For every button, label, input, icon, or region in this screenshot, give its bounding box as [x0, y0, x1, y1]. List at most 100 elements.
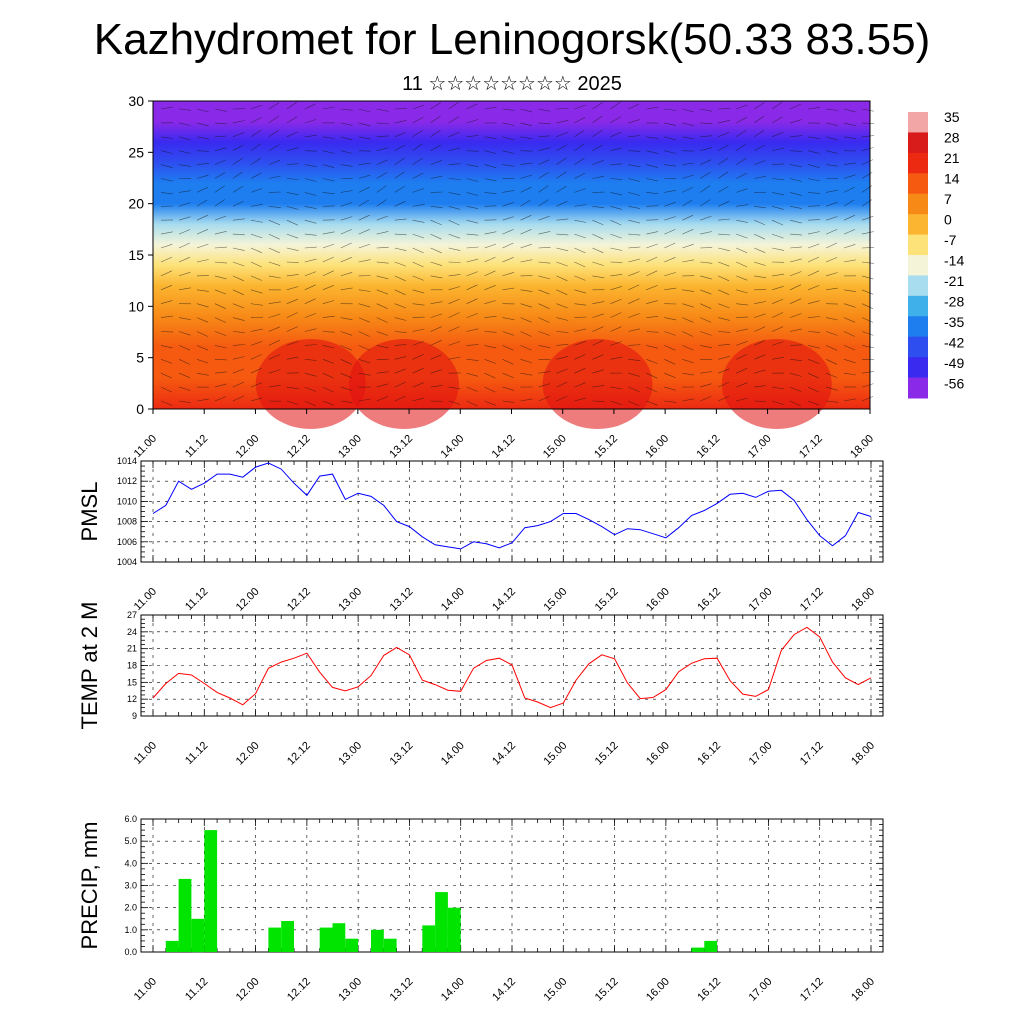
wind-barb — [538, 396, 550, 402]
wind-barb — [718, 331, 731, 333]
wind-barb — [448, 233, 461, 239]
x-tick-label: 16.00 — [644, 740, 672, 768]
wind-barb — [232, 200, 244, 207]
wind-barb — [502, 136, 515, 141]
wind-barb — [286, 326, 298, 332]
wind-barb — [250, 143, 261, 151]
wind-barb — [340, 331, 353, 336]
x-tick-label: 11.00 — [132, 740, 159, 767]
wind-barb — [520, 186, 532, 193]
x-tick-label: 17.12 — [797, 433, 825, 461]
x-tick-label: 13.00 — [336, 433, 364, 461]
wind-barb — [196, 345, 209, 351]
wind-barb — [340, 242, 352, 249]
wind-barb — [286, 233, 299, 239]
wind-barb — [286, 163, 299, 165]
wind-barb — [610, 247, 623, 251]
wind-barb — [646, 106, 659, 110]
wind-barb — [556, 344, 569, 346]
wind-barb — [592, 175, 605, 179]
wind-barb — [772, 400, 784, 405]
wind-barb — [232, 247, 245, 251]
wind-barb — [574, 247, 586, 254]
wind-barb — [520, 108, 533, 113]
wind-barb — [430, 385, 443, 388]
wind-barb — [736, 129, 747, 138]
wind-barb — [664, 150, 677, 154]
wind-barb — [448, 116, 460, 124]
wind-barb — [754, 176, 766, 179]
wind-barb — [448, 131, 460, 138]
wind-barb — [412, 367, 424, 374]
wind-barb — [214, 122, 227, 125]
series-line — [152, 626, 872, 709]
wind-barb — [772, 341, 784, 346]
wind-barb — [807, 243, 820, 249]
y-tick-label: 1008 — [117, 517, 137, 527]
wind-barb — [682, 174, 694, 179]
wind-barb — [826, 287, 838, 291]
wind-barb — [250, 219, 263, 223]
wind-barb — [628, 328, 641, 332]
wind-barb — [861, 122, 875, 124]
wind-barb — [196, 108, 209, 113]
wind-barb — [861, 396, 874, 402]
wind-barb — [664, 272, 676, 277]
precip-bar — [268, 927, 282, 952]
wind-barb — [484, 331, 497, 333]
wind-barb — [718, 218, 731, 221]
wind-barb — [250, 233, 263, 239]
wind-barb — [286, 298, 299, 304]
wind-barb — [520, 136, 533, 140]
wind-barb — [466, 233, 479, 236]
wind-barb — [286, 147, 299, 151]
wind-barb — [754, 129, 765, 138]
wind-barb — [466, 103, 478, 110]
wind-barb — [628, 233, 641, 236]
y-axis-title: TEMP at 2 M — [77, 602, 102, 730]
wind-barb — [250, 117, 262, 124]
wind-barb — [646, 270, 658, 277]
wind-barb — [825, 242, 838, 249]
wind-barb — [736, 172, 748, 179]
wind-barb — [484, 270, 496, 277]
wind-barb — [628, 284, 640, 291]
wind-barb — [250, 204, 263, 207]
wind-barb — [178, 331, 191, 336]
pmsl-panel: 1004 1006 1008 1010 1012 1014 11.00 11.12 12.00 1… — [77, 456, 884, 614]
wind-barb — [214, 147, 227, 151]
wind-barb — [484, 243, 496, 249]
colorbar-label: 21 — [944, 150, 960, 166]
wind-barb — [538, 345, 551, 349]
wind-barb — [376, 147, 389, 151]
wind-barb — [304, 328, 317, 332]
precip-bar — [204, 830, 218, 952]
wind-barb — [214, 246, 227, 249]
wind-barb — [592, 354, 604, 360]
wind-barb — [790, 233, 803, 236]
precip-bar — [383, 938, 397, 952]
y-tick-label: 12 — [127, 694, 137, 704]
precip-bar — [332, 923, 346, 952]
wind-barb — [304, 119, 317, 124]
wind-barb — [412, 275, 424, 281]
wind-barb — [790, 119, 802, 124]
wind-barb — [628, 271, 640, 277]
wind-barb — [538, 185, 549, 193]
wind-barb — [574, 117, 586, 124]
wind-barb — [484, 285, 496, 291]
x-tick-label: 15.12 — [593, 586, 621, 614]
wind-barb — [646, 331, 659, 333]
x-tick-label: 16.12 — [695, 976, 723, 1004]
wind-barb — [250, 275, 263, 281]
wind-barb — [628, 150, 641, 152]
wind-barb — [160, 231, 173, 235]
wind-barb — [304, 298, 316, 304]
wind-barb — [448, 326, 460, 332]
wind-barb — [160, 150, 173, 154]
wind-barb — [196, 317, 209, 323]
wind-barb — [232, 289, 244, 296]
wind-barb — [682, 122, 694, 127]
wind-barb — [718, 201, 730, 207]
wind-barb — [538, 147, 551, 151]
